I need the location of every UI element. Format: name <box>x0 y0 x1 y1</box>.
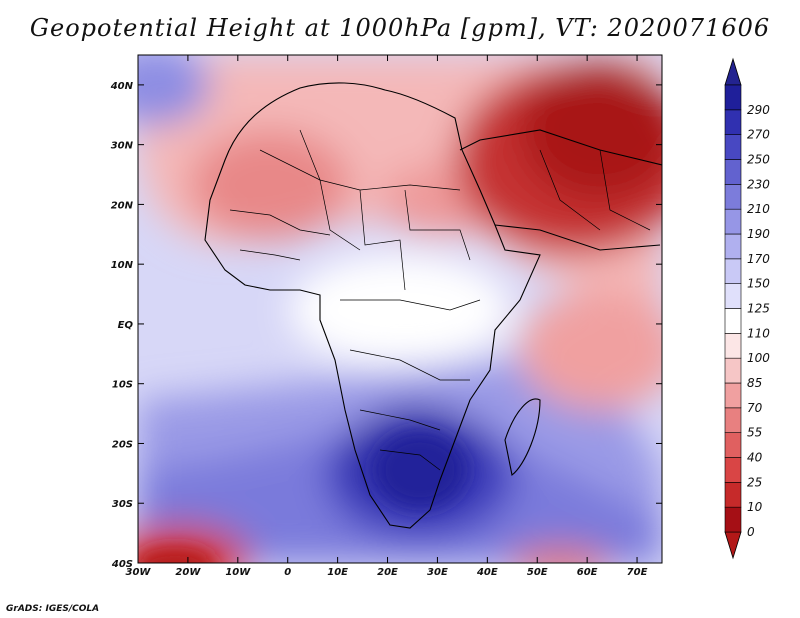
colorbar-swatch-12 <box>724 208 742 235</box>
colorbar-swatch-1 <box>724 482 742 508</box>
lon-label-3: 0 <box>284 567 291 578</box>
colorbar-swatch-15 <box>724 134 742 160</box>
lat-label-0: 40N <box>110 81 134 92</box>
colorbar-label-3: 40 <box>747 451 763 465</box>
colorbar-bottom-arrow <box>724 531 742 560</box>
colorbar-top-arrow <box>724 57 742 86</box>
colorbar-swatch-17 <box>724 84 742 111</box>
colorbar-label-4: 55 <box>747 426 762 440</box>
colorbar-swatch-8 <box>724 308 742 334</box>
colorbar-label-16: 270 <box>747 128 770 142</box>
plot-frame <box>137 54 663 564</box>
lon-label-1: 20W <box>175 567 201 578</box>
lon-label-2: 10W <box>225 567 251 578</box>
colorbar-swatch-11 <box>724 233 742 260</box>
lon-label-0: 30W <box>126 567 152 578</box>
colorbar-swatch-14 <box>724 159 742 185</box>
lon-label-9: 60E <box>577 567 598 578</box>
colorbar-swatch-6 <box>724 357 742 384</box>
colorbar: 0 10 25 40 55 70 85 100 110 125 150 170 190 210 230 250… <box>724 57 770 560</box>
colorbar-label-10: 150 <box>747 277 770 291</box>
colorbar-swatch-9 <box>724 283 742 309</box>
colorbar-label-15: 250 <box>747 153 770 167</box>
colorbar-label-7: 100 <box>747 351 770 365</box>
colorbar-swatch-5 <box>724 382 742 409</box>
colorbar-label-8: 110 <box>747 326 770 340</box>
lon-label-7: 40E <box>476 567 498 578</box>
colorbar-label-5: 70 <box>747 401 763 415</box>
lat-label-5: 10S <box>112 380 133 391</box>
colorbar-label-1: 10 <box>747 500 763 514</box>
colorbar-swatch-3 <box>724 432 742 458</box>
country-borders <box>229 129 651 471</box>
colorbar-swatch-16 <box>724 109 742 135</box>
credit-text: GrADS: IGES/COLA <box>6 604 100 614</box>
colorbar-swatch-2 <box>724 457 742 483</box>
lat-label-2: 20N <box>111 200 134 211</box>
lon-label-5: 20E <box>377 567 398 578</box>
colorbar-swatch-0 <box>724 506 742 533</box>
axis-ticks: 30W 20W 10W 0 10E 20E 30E 40E 50E 60E 70E 40N 30N 20N… <box>110 55 662 578</box>
lat-label-4: EQ <box>118 320 134 331</box>
colorbar-label-12: 190 <box>747 227 770 241</box>
colorbar-swatch-4 <box>724 407 742 433</box>
chart-title: Geopotential Height at 1000hPa [gpm], VT… <box>29 14 771 42</box>
colorbar-label-13: 210 <box>747 202 770 216</box>
colorbar-label-11: 170 <box>747 252 770 266</box>
lon-label-6: 30E <box>427 567 448 578</box>
colorbar-label-9: 125 <box>747 302 770 316</box>
lat-label-8: 40S <box>111 559 133 570</box>
lat-label-1: 30N <box>111 141 134 152</box>
colorbar-swatch-10 <box>724 258 742 284</box>
lon-label-8: 50E <box>527 567 548 578</box>
lat-label-7: 30S <box>112 499 133 510</box>
colorbar-label-2: 25 <box>747 475 762 489</box>
height-field <box>138 55 662 563</box>
lat-label-6: 20S <box>112 439 133 450</box>
colorbar-label-14: 230 <box>747 177 770 191</box>
lon-label-10: 70E <box>627 567 648 578</box>
lon-label-4: 10E <box>327 567 348 578</box>
colorbar-label-0: 0 <box>747 525 755 539</box>
colorbar-label-6: 85 <box>747 376 762 390</box>
colorbar-label-17: 290 <box>747 103 770 117</box>
coastlines <box>204 82 662 529</box>
colorbar-swatch-7 <box>724 333 742 359</box>
colorbar-swatch-13 <box>724 184 742 210</box>
lat-label-3: 10N <box>111 260 134 271</box>
